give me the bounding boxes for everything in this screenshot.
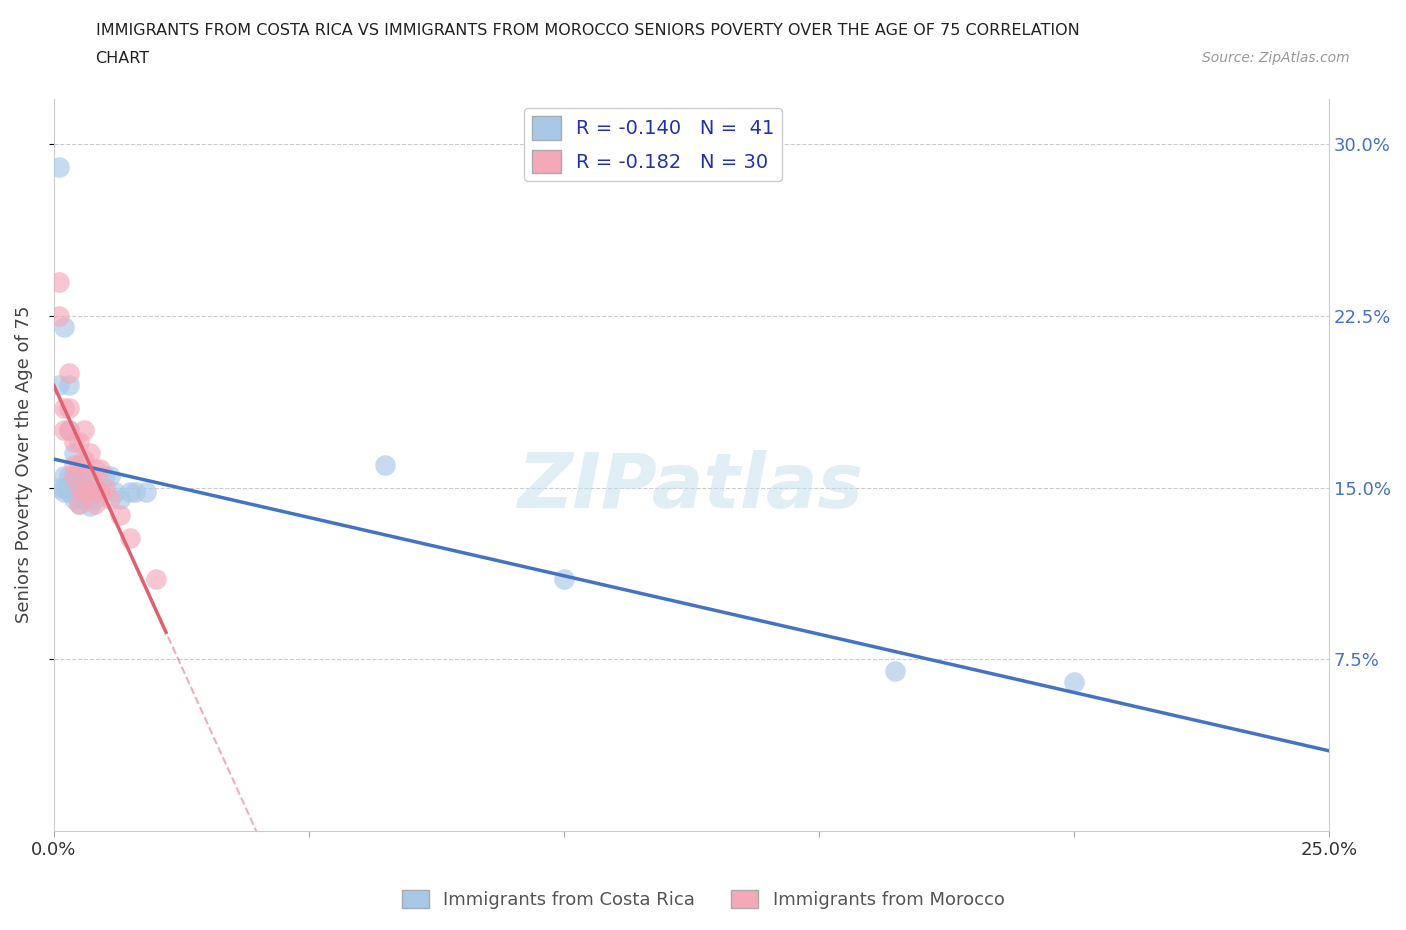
Legend: R = -0.140   N =  41, R = -0.182   N = 30: R = -0.140 N = 41, R = -0.182 N = 30	[523, 109, 782, 181]
Point	[53, 480, 76, 495]
Point	[120, 530, 142, 545]
Point	[53, 320, 76, 335]
Point	[83, 497, 105, 512]
Point	[58, 365, 80, 380]
Point	[98, 492, 121, 507]
Text: ZIPatlas: ZIPatlas	[519, 450, 865, 524]
Point	[98, 469, 121, 484]
Point	[83, 462, 105, 477]
Point	[48, 160, 70, 175]
Point	[89, 485, 111, 499]
Point	[58, 423, 80, 438]
Point	[124, 485, 146, 499]
Point	[79, 485, 101, 499]
Point	[94, 480, 117, 495]
Point	[58, 378, 80, 392]
Text: CHART: CHART	[96, 51, 149, 66]
Point	[553, 572, 575, 587]
Point	[89, 485, 111, 499]
Point	[63, 485, 86, 499]
Point	[53, 423, 76, 438]
Point	[63, 469, 86, 484]
Point	[73, 492, 96, 507]
Text: IMMIGRANTS FROM COSTA RICA VS IMMIGRANTS FROM MOROCCO SENIORS POVERTY OVER THE A: IMMIGRANTS FROM COSTA RICA VS IMMIGRANTS…	[96, 23, 1080, 38]
Point	[884, 663, 907, 678]
Point	[58, 423, 80, 438]
Point	[73, 480, 96, 495]
Point	[67, 485, 90, 499]
Point	[83, 480, 105, 495]
Point	[48, 480, 70, 495]
Point	[63, 445, 86, 460]
Point	[120, 485, 142, 499]
Point	[63, 492, 86, 507]
Point	[374, 458, 396, 472]
Point	[67, 497, 90, 512]
Point	[83, 480, 105, 495]
Point	[48, 274, 70, 289]
Point	[145, 572, 167, 587]
Point	[89, 462, 111, 477]
Point	[48, 378, 70, 392]
Point	[48, 309, 70, 324]
Point	[58, 469, 80, 484]
Point	[108, 492, 131, 507]
Y-axis label: Seniors Poverty Over the Age of 75: Seniors Poverty Over the Age of 75	[15, 306, 32, 623]
Point	[108, 508, 131, 523]
Point	[63, 458, 86, 472]
Point	[58, 480, 80, 495]
Point	[1063, 674, 1085, 689]
Point	[94, 469, 117, 484]
Point	[58, 485, 80, 499]
Point	[79, 469, 101, 484]
Point	[79, 498, 101, 513]
Point	[67, 480, 90, 495]
Legend: Immigrants from Costa Rica, Immigrants from Morocco: Immigrants from Costa Rica, Immigrants f…	[394, 883, 1012, 916]
Point	[73, 475, 96, 490]
Point	[104, 485, 127, 499]
Point	[73, 485, 96, 499]
Point	[53, 485, 76, 499]
Point	[63, 434, 86, 449]
Point	[79, 485, 101, 499]
Point	[67, 469, 90, 484]
Point	[63, 469, 86, 484]
Text: Source: ZipAtlas.com: Source: ZipAtlas.com	[1202, 51, 1350, 65]
Point	[67, 434, 90, 449]
Point	[83, 492, 105, 507]
Point	[67, 480, 90, 495]
Point	[67, 458, 90, 472]
Point	[58, 400, 80, 415]
Point	[135, 485, 157, 499]
Point	[73, 469, 96, 484]
Point	[67, 497, 90, 512]
Point	[73, 423, 96, 438]
Point	[53, 400, 76, 415]
Point	[53, 469, 76, 484]
Point	[63, 480, 86, 495]
Point	[79, 445, 101, 460]
Point	[73, 453, 96, 468]
